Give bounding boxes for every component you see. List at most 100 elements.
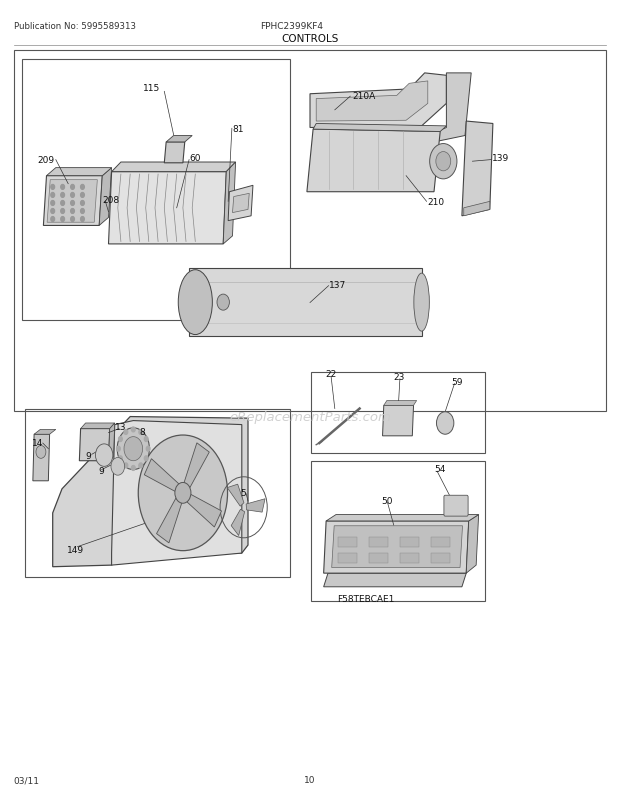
Bar: [369, 537, 388, 547]
Text: eReplacementParts.com: eReplacementParts.com: [229, 411, 391, 423]
Text: 13: 13: [115, 423, 127, 432]
Circle shape: [436, 152, 451, 172]
Text: 9: 9: [98, 466, 104, 476]
Polygon shape: [108, 172, 226, 245]
Circle shape: [118, 456, 122, 461]
Polygon shape: [184, 444, 210, 488]
Polygon shape: [464, 202, 490, 217]
Polygon shape: [166, 136, 192, 143]
Text: 149: 149: [67, 545, 84, 554]
Circle shape: [144, 456, 148, 461]
Text: 210A: 210A: [352, 91, 375, 101]
Circle shape: [61, 185, 64, 190]
Polygon shape: [108, 423, 115, 461]
Bar: [338, 553, 356, 563]
Polygon shape: [79, 429, 110, 461]
Text: CONTROLS: CONTROLS: [281, 34, 339, 43]
Polygon shape: [33, 435, 50, 481]
Text: 81: 81: [232, 124, 244, 134]
Text: 8: 8: [140, 427, 145, 436]
Circle shape: [71, 193, 74, 198]
Text: 50: 50: [381, 496, 393, 506]
Polygon shape: [43, 176, 102, 226]
Bar: [189, 269, 422, 337]
Circle shape: [81, 209, 84, 214]
Polygon shape: [53, 417, 248, 567]
Circle shape: [71, 201, 74, 206]
Text: 03/11: 03/11: [14, 775, 40, 784]
Text: 209: 209: [37, 156, 55, 165]
Polygon shape: [34, 430, 56, 435]
Circle shape: [139, 430, 143, 435]
Circle shape: [61, 201, 64, 206]
Text: 139: 139: [492, 154, 509, 164]
Polygon shape: [164, 143, 185, 164]
Circle shape: [51, 185, 55, 190]
Polygon shape: [112, 163, 236, 172]
Polygon shape: [307, 130, 440, 192]
Circle shape: [51, 217, 55, 222]
Ellipse shape: [414, 273, 429, 332]
Bar: [369, 553, 388, 563]
Polygon shape: [156, 498, 182, 543]
Text: 22: 22: [326, 369, 337, 379]
Polygon shape: [324, 573, 466, 587]
Circle shape: [81, 217, 84, 222]
Polygon shape: [332, 526, 463, 568]
Circle shape: [71, 209, 74, 214]
Text: FPHC2399KF4: FPHC2399KF4: [260, 22, 324, 31]
Circle shape: [111, 458, 125, 476]
Polygon shape: [462, 122, 493, 217]
Circle shape: [124, 430, 128, 435]
Polygon shape: [326, 515, 479, 521]
Bar: [431, 537, 450, 547]
Text: 5: 5: [241, 488, 246, 498]
Circle shape: [436, 412, 454, 435]
Circle shape: [131, 427, 135, 432]
Circle shape: [71, 217, 74, 222]
Polygon shape: [232, 194, 249, 213]
Text: Publication No: 5995589313: Publication No: 5995589313: [14, 22, 136, 31]
Circle shape: [118, 437, 122, 442]
Polygon shape: [434, 74, 471, 143]
Circle shape: [124, 437, 143, 461]
Polygon shape: [112, 421, 242, 565]
FancyBboxPatch shape: [444, 496, 468, 516]
Bar: [25, 409, 290, 577]
Circle shape: [117, 447, 120, 452]
Text: 208: 208: [102, 196, 120, 205]
Circle shape: [138, 435, 228, 551]
Text: 14: 14: [32, 438, 43, 448]
Circle shape: [117, 428, 149, 470]
Text: 60: 60: [189, 154, 201, 164]
Circle shape: [139, 464, 143, 468]
Polygon shape: [187, 495, 221, 528]
Circle shape: [51, 201, 55, 206]
Polygon shape: [383, 406, 414, 436]
Circle shape: [81, 201, 84, 206]
Circle shape: [61, 217, 64, 222]
Polygon shape: [313, 124, 446, 132]
Circle shape: [71, 185, 74, 190]
Circle shape: [36, 446, 46, 459]
Circle shape: [175, 483, 191, 504]
Circle shape: [144, 437, 148, 442]
Bar: [338, 537, 356, 547]
Circle shape: [124, 464, 128, 468]
Polygon shape: [384, 401, 417, 406]
Polygon shape: [246, 499, 265, 512]
Text: 115: 115: [143, 83, 160, 93]
Polygon shape: [144, 459, 179, 492]
Polygon shape: [228, 186, 253, 221]
Circle shape: [61, 209, 64, 214]
Polygon shape: [46, 168, 112, 176]
Polygon shape: [231, 509, 245, 536]
Bar: [400, 553, 419, 563]
Polygon shape: [81, 423, 115, 429]
Polygon shape: [228, 484, 244, 507]
Polygon shape: [223, 163, 236, 245]
Text: 10: 10: [304, 775, 316, 784]
Circle shape: [131, 466, 135, 471]
Bar: [311, 461, 485, 602]
Polygon shape: [324, 521, 469, 573]
